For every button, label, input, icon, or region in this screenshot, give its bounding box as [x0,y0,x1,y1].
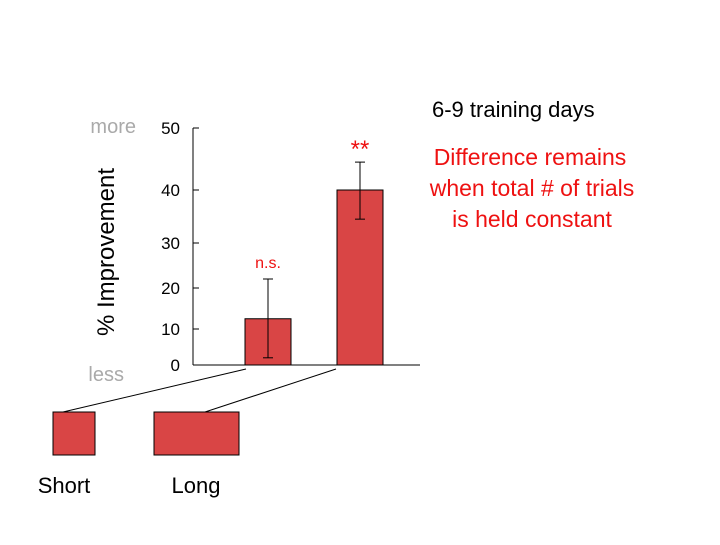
significance-label: ** [351,136,370,163]
y-tick-label: 0 [171,356,180,375]
y-tick-label: 50 [161,119,180,138]
y-axis-label: % Improvement [93,168,120,336]
short-legend-label: Short [38,473,91,498]
bars: n.s. ** [244,136,384,366]
annotation-line-2: when total # of trials [429,175,635,201]
y-tick-label: 10 [161,320,180,339]
long-legend-label: Long [172,473,221,498]
significance-label: n.s. [255,255,281,272]
y-ticks: 0 10 20 30 40 50 [161,119,199,375]
long-legend-box [153,411,240,456]
annotation-line-3: is held constant [452,206,612,232]
y-tick-label: 20 [161,279,180,298]
y-less-label: less [88,364,124,386]
short-legend-box [52,411,96,456]
long-connector-line [204,368,337,413]
short-connector-line [62,368,247,413]
chart-title: 6-9 training days [432,97,595,122]
y-more-label: more [90,116,136,138]
annotation-line-1: Difference remains [434,144,627,170]
y-tick-label: 30 [161,234,180,253]
y-tick-label: 40 [161,181,180,200]
